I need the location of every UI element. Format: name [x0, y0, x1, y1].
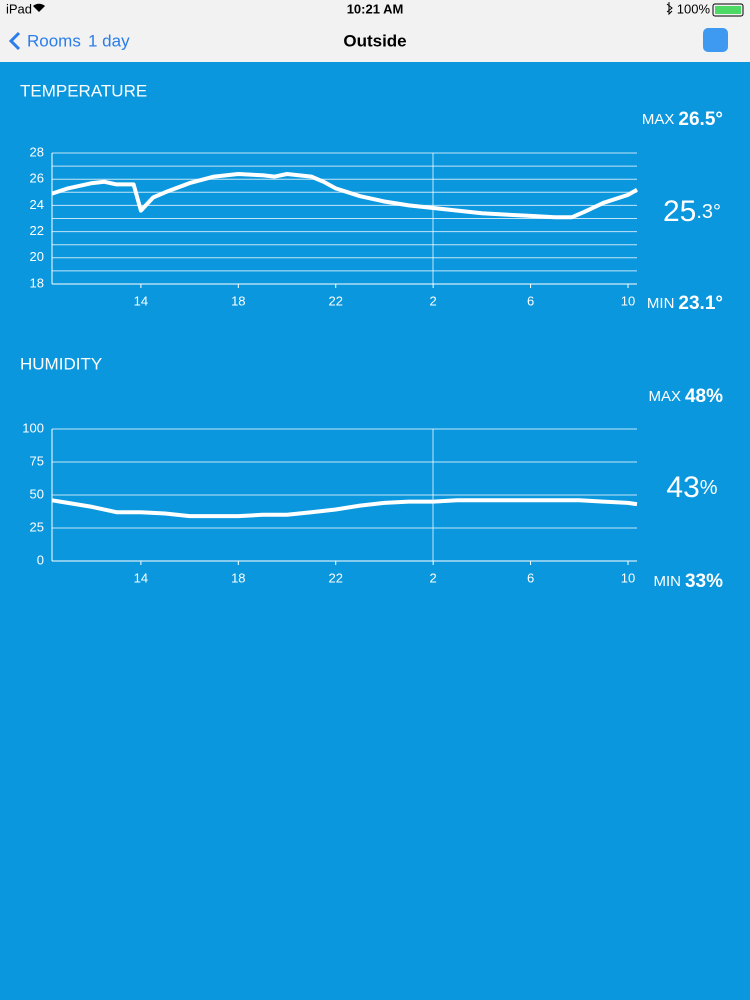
- battery-percent: 100%: [677, 1, 711, 16]
- stat-value: 33%: [685, 571, 723, 592]
- stat-value: 48%: [685, 386, 723, 407]
- x-tick-label: 18: [231, 293, 245, 308]
- stat-line: MIN 33%: [653, 571, 723, 592]
- current-main: 25: [663, 195, 696, 228]
- x-tick-label: 10: [621, 570, 635, 585]
- stat-label: MIN: [653, 573, 681, 590]
- range-button[interactable]: 1 day: [88, 31, 130, 50]
- menu-button[interactable]: [703, 28, 728, 52]
- x-tick-label: 10: [621, 293, 635, 308]
- data-line: [51, 172, 639, 220]
- stat-value: 23.1°: [678, 293, 723, 314]
- y-tick-label: 50: [30, 486, 44, 501]
- x-tick-label: 14: [134, 570, 148, 585]
- stat-line: MIN 23.1°: [647, 293, 723, 314]
- current-value: 43%: [666, 471, 717, 504]
- y-tick-label: 100: [22, 420, 44, 435]
- x-tick-label: 2: [430, 570, 437, 585]
- current-value: 25.3°: [663, 195, 721, 228]
- data-line: [51, 498, 638, 519]
- x-tick-label: 18: [231, 570, 245, 585]
- back-chevron[interactable]: [8, 31, 21, 51]
- battery-level: [715, 6, 741, 14]
- y-tick-label: 28: [30, 144, 44, 159]
- x-tick-label: 22: [328, 293, 342, 308]
- nav-title: Outside: [343, 31, 406, 50]
- chart-title: HUMIDITY: [20, 354, 102, 373]
- current-small: %: [700, 477, 718, 499]
- chart-title: TEMPERATURE: [20, 81, 147, 100]
- stat-label: MAX: [648, 388, 681, 405]
- y-tick-label: 26: [30, 171, 44, 186]
- x-tick-label: 6: [527, 293, 534, 308]
- stat-line: MAX 48%: [648, 386, 723, 407]
- y-tick-label: 24: [30, 197, 44, 212]
- current-main: 43: [666, 471, 699, 504]
- stat-value: 26.5°: [678, 109, 723, 130]
- y-tick-label: 0: [37, 552, 44, 567]
- y-tick-label: 18: [30, 275, 44, 290]
- battery-outline: [712, 3, 744, 17]
- x-tick-label: 2: [430, 293, 437, 308]
- clock: 10:21 AM: [347, 1, 404, 16]
- x-tick-label: 14: [134, 293, 148, 308]
- stat-label: MAX: [642, 111, 675, 128]
- top-bar: [0, 0, 750, 62]
- stat-line: MAX 26.5°: [642, 109, 723, 130]
- stat-label: MIN: [647, 295, 675, 312]
- x-tick-label: 6: [527, 570, 534, 585]
- device-name: iPad: [6, 1, 32, 16]
- y-tick-label: 75: [30, 453, 44, 468]
- bluetooth-icon: [666, 2, 673, 16]
- y-tick-label: 22: [30, 223, 44, 238]
- wifi-icon: [33, 3, 45, 13]
- x-tick-label: 22: [328, 570, 342, 585]
- y-tick-label: 25: [30, 519, 44, 534]
- current-small: .3°: [696, 201, 721, 223]
- y-tick-label: 20: [30, 249, 44, 264]
- back-button[interactable]: Rooms: [27, 31, 81, 50]
